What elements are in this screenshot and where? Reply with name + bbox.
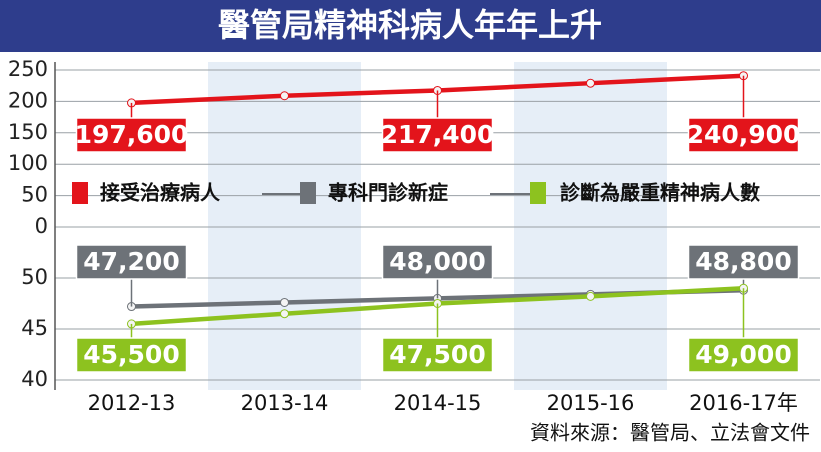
value-label: 49,000 — [695, 340, 791, 369]
data-point — [586, 78, 595, 88]
y-tick-label: 50 — [21, 183, 48, 207]
y-tick-label: 0 — [35, 214, 48, 238]
source-note: 資料來源：醫管局、立法會文件 — [530, 421, 810, 445]
data-point — [280, 297, 289, 307]
value-label: 217,400 — [381, 120, 495, 149]
legend-label: 診斷為嚴重精神病人數 — [560, 181, 760, 205]
y-tick-label: 100 — [8, 151, 48, 175]
label-box — [75, 337, 188, 373]
x-tick-label: 2016-17年 — [689, 391, 798, 415]
y2-tick-label: 50 — [21, 265, 48, 289]
legend-label: 專科門診新症 — [328, 181, 448, 205]
x-tick-label: 2015-16 — [547, 391, 635, 415]
chart-title: 醫管局精神科病人年年上升 — [218, 6, 602, 44]
value-label: 45,500 — [83, 340, 179, 369]
value-label: 197,600 — [75, 120, 189, 149]
y-tick-label: 200 — [8, 88, 48, 112]
label-box — [687, 244, 800, 280]
label-box — [381, 337, 494, 373]
legend-swatch — [300, 182, 316, 204]
x-tick-label: 2013-14 — [241, 391, 329, 415]
value-label: 48,800 — [695, 247, 791, 276]
data-point — [586, 291, 595, 301]
value-label: 48,000 — [389, 247, 485, 276]
data-point — [280, 91, 289, 101]
data-point — [280, 309, 289, 319]
value-label: 240,900 — [687, 120, 801, 149]
column-shade — [208, 62, 361, 390]
y2-tick-label: 40 — [21, 367, 48, 391]
label-box — [75, 244, 188, 280]
column-shade — [514, 62, 667, 390]
label-box — [381, 244, 494, 280]
x-tick-label: 2014-15 — [394, 391, 482, 415]
label-box — [687, 117, 800, 153]
y-tick-label: 150 — [8, 120, 48, 144]
y2-tick-label: 45 — [21, 316, 48, 340]
legend-label: 接受治療病人 — [100, 181, 221, 205]
label-box — [687, 337, 800, 373]
legend-swatch — [72, 182, 88, 204]
y-tick-label: 250 — [8, 57, 48, 81]
x-tick-label: 2012-13 — [88, 391, 176, 415]
legend-swatch — [530, 182, 546, 204]
label-box — [381, 117, 494, 153]
title-bar — [0, 0, 821, 52]
value-label: 47,200 — [83, 247, 179, 276]
value-label: 47,500 — [389, 340, 485, 369]
label-box — [75, 117, 188, 153]
